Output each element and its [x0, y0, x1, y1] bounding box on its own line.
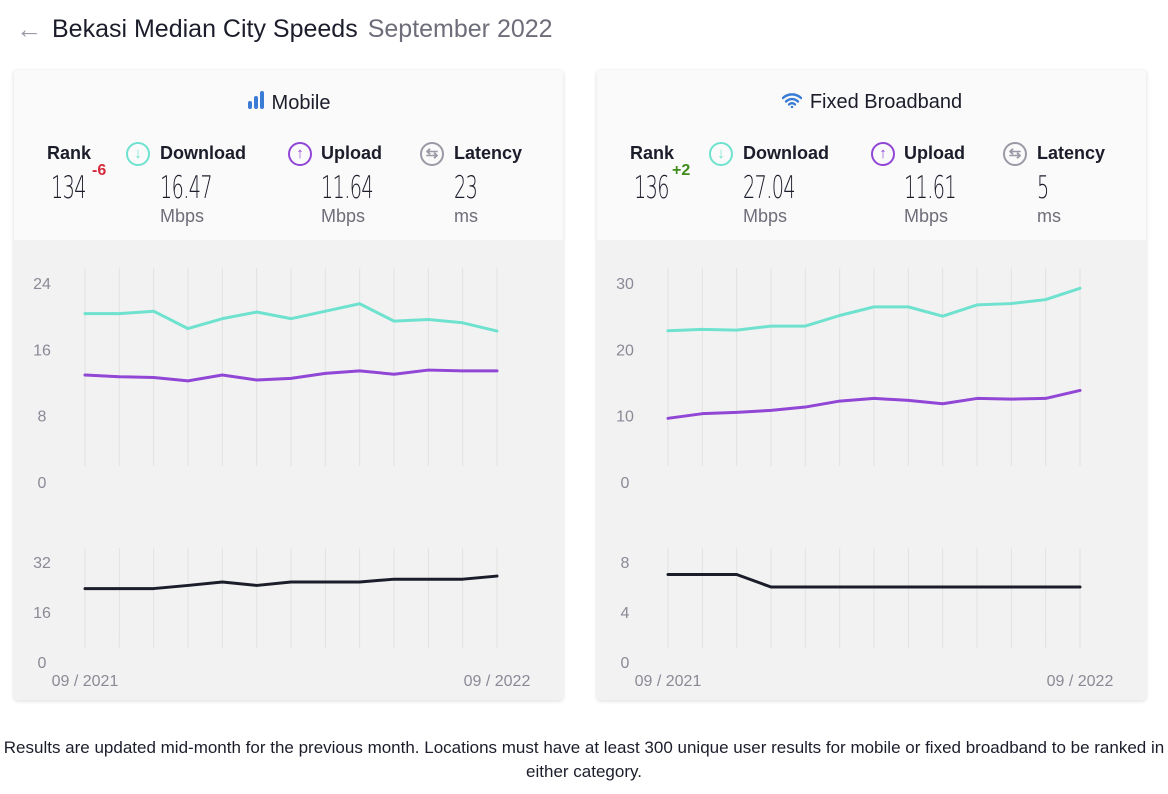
arrow-left-icon[interactable]: ← — [16, 14, 42, 44]
upload-line — [666, 388, 1082, 420]
rank-change: +2 — [672, 162, 691, 179]
upload-value: 11.64 — [321, 170, 374, 206]
y-tick-label: 4 — [621, 605, 630, 622]
download-icon: ↓ — [126, 142, 150, 166]
card-title: Mobile — [14, 91, 563, 115]
y-tick-label: 0 — [621, 655, 630, 672]
y-tick-label: 30 — [616, 276, 634, 293]
download-line — [666, 286, 1082, 333]
upload-label: Upload — [904, 143, 965, 163]
rank-label: Rank — [630, 143, 675, 163]
upload-unit: Mbps — [321, 206, 366, 226]
upload-line — [83, 368, 499, 383]
y-tick-label: 16 — [33, 342, 51, 359]
x-end-label: 09 / 2022 — [1047, 673, 1114, 690]
y-tick-label: 8 — [38, 409, 47, 426]
x-end-label: 09 / 2022 — [464, 673, 531, 690]
rank-value: 136 — [634, 170, 669, 206]
card-title-text: Mobile — [271, 91, 331, 114]
y-tick-label: 0 — [38, 655, 47, 672]
rank-value: 134 — [51, 170, 86, 206]
x-start-label: 09 / 2021 — [635, 673, 702, 690]
card-title: Fixed Broadband — [597, 91, 1146, 114]
page-header: ← Bekasi Median City Speeds September 20… — [16, 14, 553, 45]
upload-label: Upload — [321, 143, 382, 163]
upload-icon: ↑ — [288, 142, 312, 166]
latency-unit: ms — [1037, 206, 1061, 226]
y-tick-label: 32 — [33, 555, 51, 572]
wifi-icon — [781, 91, 803, 114]
upload-icon: ↑ — [871, 142, 895, 166]
card-title-text: Fixed Broadband — [809, 91, 963, 113]
y-tick-label: 10 — [616, 409, 634, 426]
latency-icon: ⇆ — [1003, 142, 1027, 166]
download-unit: Mbps — [743, 206, 788, 226]
latency-label: Latency — [454, 143, 523, 163]
latency-value: 5 — [1037, 170, 1049, 206]
speed-chart: 0 8 16 24 0 16 32 09 / 2021 09 / 2022 — [33, 268, 531, 690]
y-tick-label: 24 — [33, 276, 51, 293]
rank-label: Rank — [47, 143, 92, 163]
latency-unit: ms — [454, 206, 478, 226]
latency-line — [83, 574, 499, 591]
y-tick-label: 0 — [38, 475, 47, 492]
card-header: Fixed Broadband Rank 136 +2 ↓ Download 2… — [597, 70, 1146, 240]
y-tick-label: 0 — [621, 475, 630, 492]
download-label: Download — [743, 143, 829, 163]
upload-unit: Mbps — [904, 206, 949, 226]
fixed-broadband-card: Fixed Broadband Rank 136 +2 ↓ Download 2… — [597, 70, 1146, 700]
latency-line — [666, 573, 1082, 589]
download-line — [83, 302, 499, 333]
upload-value: 11.61 — [904, 170, 957, 206]
download-label: Download — [160, 143, 246, 163]
y-tick-label: 8 — [621, 555, 630, 572]
rank-change: -6 — [92, 162, 107, 179]
latency-value: 23 — [454, 170, 478, 206]
download-value: 16.47 — [160, 170, 213, 206]
card-header: Mobile Rank 134 -6 ↓ Download 16.47 Mbps… — [14, 70, 563, 240]
latency-label: Latency — [1037, 143, 1106, 163]
y-tick-label: 16 — [33, 605, 51, 622]
signal-bars-icon — [247, 91, 265, 115]
x-start-label: 09 / 2021 — [52, 673, 119, 690]
footer-note: Results are updated mid-month for the pr… — [3, 738, 1165, 781]
download-icon: ↓ — [709, 142, 733, 166]
speed-chart: 0 10 20 30 0 4 8 09 / 2021 09 / 2022 — [616, 268, 1114, 690]
mobile-card: Mobile Rank 134 -6 ↓ Download 16.47 Mbps… — [14, 70, 563, 700]
page-title: Bekasi Median City Speeds — [52, 15, 358, 43]
page-period: September 2022 — [367, 15, 553, 43]
y-tick-label: 20 — [616, 342, 634, 359]
download-unit: Mbps — [160, 206, 205, 226]
download-value: 27.04 — [743, 170, 796, 206]
latency-icon: ⇆ — [420, 142, 444, 166]
